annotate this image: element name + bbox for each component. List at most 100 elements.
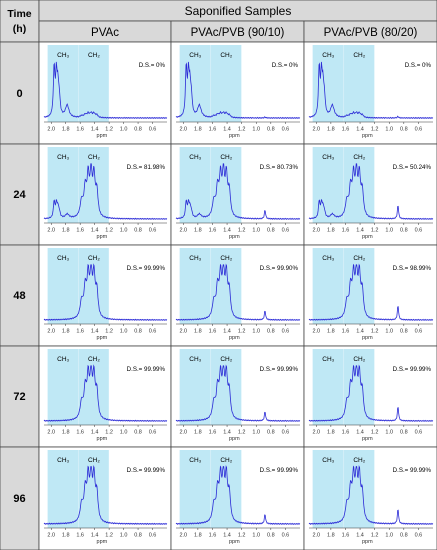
nmr-spectrum-line bbox=[308, 364, 434, 423]
ppm-tick-label: 2.0 bbox=[47, 533, 55, 539]
ppm-tick-label: 0.6 bbox=[282, 430, 290, 436]
ppm-tick-label: 2.0 bbox=[312, 329, 320, 335]
region-ch3 bbox=[312, 450, 345, 528]
region-label-ch3: CH₃ bbox=[322, 255, 334, 262]
region-ch3 bbox=[47, 349, 79, 425]
ppm-tick-label: 1.8 bbox=[194, 430, 202, 436]
degree-of-saponification-label: D.S.= 99.99% bbox=[127, 467, 166, 474]
region-label-ch3: CH₃ bbox=[189, 356, 201, 363]
time-header-cell bbox=[0, 0, 40, 43]
ppm-tick-label: 1.6 bbox=[209, 228, 217, 234]
ppm-tick-label: 1.4 bbox=[91, 127, 99, 133]
ppm-tick-label: 1.6 bbox=[342, 228, 350, 234]
nmr-spectrum-line bbox=[308, 263, 434, 322]
ppm-tick-label: 1.6 bbox=[76, 329, 84, 335]
ppm-tick-label: 2.0 bbox=[179, 329, 187, 335]
nmr-spectrum-line bbox=[175, 163, 301, 221]
ppm-tick-label: 0.8 bbox=[134, 127, 142, 133]
nmr-spectrum-line bbox=[175, 61, 301, 120]
ppm-tick-label: 1.0 bbox=[252, 127, 260, 133]
ppm-tick-label: 1.8 bbox=[62, 127, 70, 133]
degree-of-saponification-label: D.S.= 99.99% bbox=[127, 366, 166, 373]
spectrum-cell-r1-c0: CH₃ CH₂ D.S.= 81.98% 2.0 1.8 1.6 1.4 1.2 1.0 0.8 0… bbox=[38, 143, 172, 246]
ppm-tick-label: 0.6 bbox=[282, 127, 290, 133]
row-label-time-48: 48 bbox=[13, 290, 25, 302]
degree-of-saponification-label: D.S.= 99.90% bbox=[260, 265, 299, 272]
ppm-tick-label: 1.4 bbox=[91, 533, 99, 539]
ppm-tick-label: 1.4 bbox=[223, 228, 231, 234]
ppm-axis-label: ppm bbox=[362, 436, 373, 442]
region-label-ch2: CH₂ bbox=[220, 52, 232, 59]
ppm-tick-label: 1.4 bbox=[223, 533, 231, 539]
ppm-tick-label: 1.6 bbox=[76, 430, 84, 436]
ppm-tick-label: 1.8 bbox=[327, 127, 335, 133]
region-label-ch2: CH₂ bbox=[88, 255, 100, 262]
ppm-tick-label: 1.4 bbox=[91, 329, 99, 335]
region-label-ch3: CH₃ bbox=[322, 356, 334, 363]
ppm-tick-label: 1.4 bbox=[223, 127, 231, 133]
spectrum-cell-r2-c1: CH₃ CH₂ D.S.= 99.90% 2.0 1.8 1.6 1.4 1.2 1.0 0.8 0… bbox=[170, 244, 305, 347]
spectrum-cell-r4-c2: CH₃ CH₂ D.S.= 99.99% 2.0 1.8 1.6 1.4 1.2 1.0 0.8 0… bbox=[303, 446, 437, 550]
ppm-axis-label: ppm bbox=[229, 133, 240, 139]
ppm-tick-label: 1.2 bbox=[371, 228, 379, 234]
degree-of-saponification-label: D.S.= 0% bbox=[139, 62, 166, 69]
ppm-tick-label: 1.6 bbox=[209, 533, 217, 539]
ppm-tick-label: 1.8 bbox=[327, 329, 335, 335]
ppm-tick-label: 2.0 bbox=[179, 228, 187, 234]
ppm-tick-label: 0.6 bbox=[149, 228, 157, 234]
region-ch3 bbox=[47, 45, 79, 122]
ppm-tick-label: 0.8 bbox=[400, 430, 408, 436]
region-label-ch2: CH₂ bbox=[88, 356, 100, 363]
ppm-tick-label: 1.0 bbox=[252, 533, 260, 539]
ppm-tick-label: 0.6 bbox=[415, 127, 423, 133]
ppm-tick-label: 1.6 bbox=[76, 228, 84, 234]
ppm-tick-label: 1.4 bbox=[223, 430, 231, 436]
ppm-tick-label: 1.2 bbox=[371, 329, 379, 335]
ppm-axis-label: ppm bbox=[229, 436, 240, 442]
nmr-spectrum-line bbox=[43, 464, 168, 526]
column-header-pvac-pvb-80-20: PVAc/PVB (80/20) bbox=[324, 27, 418, 39]
ppm-tick-label: 1.8 bbox=[194, 533, 202, 539]
region-label-ch2: CH₂ bbox=[88, 52, 100, 59]
ppm-tick-label: 1.0 bbox=[120, 228, 128, 234]
ppm-tick-label: 0.6 bbox=[149, 329, 157, 335]
ppm-tick-label: 0.6 bbox=[415, 533, 423, 539]
ppm-tick-label: 2.0 bbox=[312, 127, 320, 133]
region-ch3 bbox=[312, 349, 345, 425]
degree-of-saponification-label: D.S.= 0% bbox=[272, 62, 299, 69]
ppm-tick-label: 1.8 bbox=[194, 127, 202, 133]
ppm-tick-label: 1.0 bbox=[385, 127, 393, 133]
nmr-spectrum-line bbox=[308, 163, 434, 221]
region-ch2 bbox=[78, 147, 110, 223]
ppm-tick-label: 1.2 bbox=[238, 228, 246, 234]
region-label-ch2: CH₂ bbox=[353, 255, 365, 262]
spectrum-cell-r1-c1: CH₃ CH₂ D.S.= 80.73% 2.0 1.8 1.6 1.4 1.2 1.0 0.8 0… bbox=[170, 143, 305, 246]
region-ch2 bbox=[344, 248, 375, 324]
ppm-tick-label: 2.0 bbox=[179, 430, 187, 436]
ppm-axis-label: ppm bbox=[362, 335, 373, 341]
ppm-tick-label: 0.8 bbox=[267, 533, 275, 539]
ppm-tick-label: 1.4 bbox=[356, 127, 364, 133]
row-label-time-96: 96 bbox=[13, 493, 25, 505]
ppm-tick-label: 2.0 bbox=[47, 127, 55, 133]
ppm-tick-label: 1.0 bbox=[120, 533, 128, 539]
ppm-tick-label: 1.4 bbox=[356, 430, 364, 436]
region-label-ch2: CH₂ bbox=[220, 154, 232, 161]
ppm-tick-label: 0.6 bbox=[149, 533, 157, 539]
ppm-tick-label: 0.8 bbox=[267, 228, 275, 234]
time-header-line1: Time bbox=[7, 8, 31, 20]
ppm-axis-label: ppm bbox=[97, 133, 108, 139]
ppm-tick-label: 0.8 bbox=[134, 329, 142, 335]
ppm-tick-label: 0.6 bbox=[282, 329, 290, 335]
ppm-tick-label: 0.8 bbox=[400, 533, 408, 539]
region-label-ch3: CH₃ bbox=[189, 255, 201, 262]
ppm-tick-label: 1.4 bbox=[356, 329, 364, 335]
ppm-axis-label: ppm bbox=[229, 539, 240, 545]
spectrum-cells: CH₃ CH₂ D.S.= 0% 2.0 1.8 1.6 1.4 1.2 1.0 0.8 0.6 pp… bbox=[38, 41, 437, 550]
ppm-tick-label: 1.2 bbox=[105, 228, 113, 234]
ppm-tick-label: 1.6 bbox=[209, 127, 217, 133]
region-label-ch2: CH₂ bbox=[220, 457, 232, 464]
nmr-spectrum-line bbox=[175, 364, 301, 423]
region-label-ch2: CH₂ bbox=[353, 457, 365, 464]
